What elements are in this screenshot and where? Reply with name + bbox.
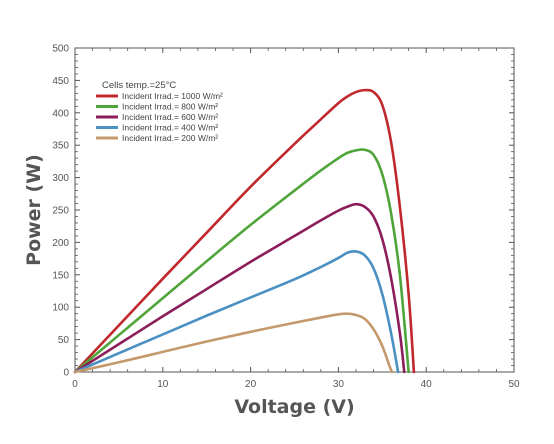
legend: Cells temp.=25°C Incident Irrad.= 1000 W… <box>96 80 223 143</box>
legend-label-1: Incident Irrad.= 800 W/m² <box>122 102 218 112</box>
legend-label-2: Incident Irrad.= 600 W/m² <box>122 112 218 122</box>
y-tick-label: 150 <box>52 270 69 281</box>
y-tick-label: 200 <box>52 238 69 249</box>
legend-label-3: Incident Irrad.= 400 W/m² <box>122 123 218 133</box>
series-line-1 <box>73 148 410 374</box>
y-tick-label: 250 <box>52 206 69 217</box>
y-tick-label: 300 <box>52 173 69 184</box>
y-tick-label: 500 <box>52 44 69 55</box>
x-tick-label: 30 <box>333 379 345 390</box>
series-line-2 <box>73 202 406 374</box>
series-line-4 <box>73 312 394 374</box>
series-layer <box>73 88 416 374</box>
x-tick-label: 50 <box>508 379 520 390</box>
x-tick-label: 0 <box>72 379 78 390</box>
y-tick-label: 450 <box>52 76 69 87</box>
y-tick-label: 100 <box>52 303 69 314</box>
x-tick-label: 20 <box>245 379 257 390</box>
y-tick-label: 0 <box>63 368 69 379</box>
y-tick-label: 350 <box>52 141 69 152</box>
series-line-3 <box>73 250 400 374</box>
legend-label-0: Incident Irrad.= 1000 W/m² <box>122 91 223 101</box>
legend-title: Cells temp.=25°C <box>102 80 176 91</box>
x-tick-label: 40 <box>421 379 433 390</box>
legend-label-4: Incident Irrad.= 200 W/m² <box>122 133 218 143</box>
x-axis-title: Voltage (V) <box>234 396 354 418</box>
series-line-0 <box>73 88 416 374</box>
y-tick-label: 50 <box>58 335 70 346</box>
axis-ticks: 0 10 20 30 40 5005010015020025030035040045050… <box>52 44 520 391</box>
y-axis-title: Power (W) <box>23 154 45 266</box>
x-tick-label: 10 <box>157 379 169 390</box>
y-tick-label: 400 <box>52 108 69 119</box>
